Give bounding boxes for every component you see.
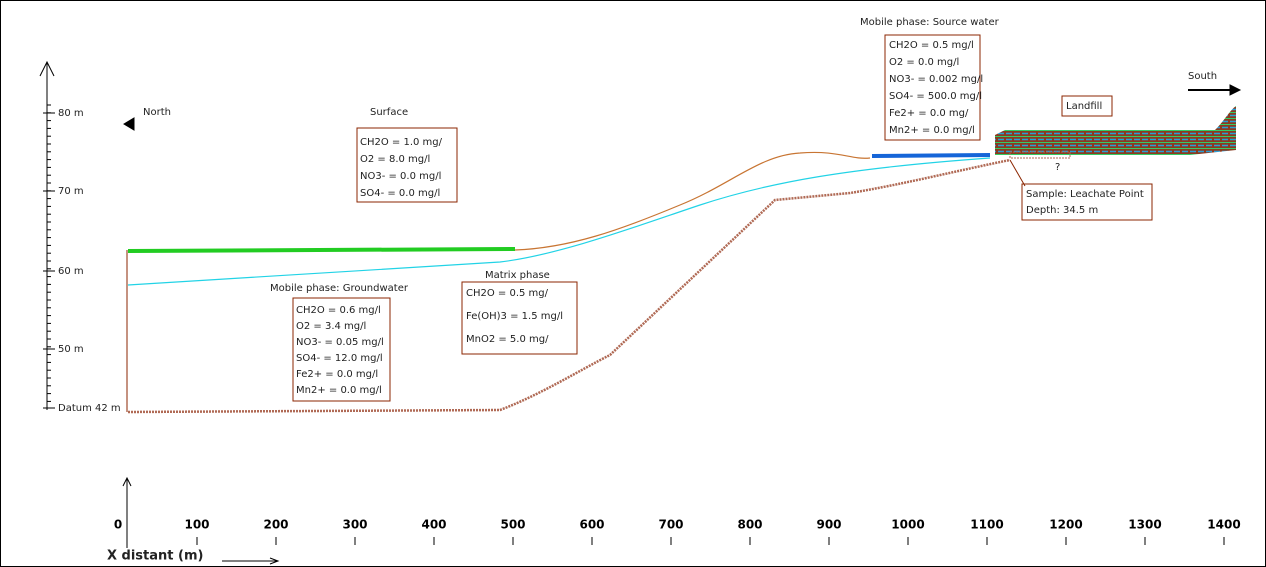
x-axis-arrows <box>123 85 1240 564</box>
water-table <box>128 158 990 285</box>
minor-ticks <box>47 105 51 401</box>
box-line: Fe2+ = 0.0 mg/l <box>296 369 378 380</box>
x-tick-label: 300 <box>342 518 367 532</box>
landfill-body <box>995 106 1236 155</box>
question-mark: ? <box>1055 162 1060 173</box>
diagram: North South Landfill ? X distant (m) 80 … <box>0 0 1266 567</box>
x-tick-label: 0 <box>114 518 122 532</box>
landfill-label: Landfill <box>1066 101 1102 112</box>
box-line: NO3- = 0.0 mg/l <box>360 171 441 182</box>
vertical-axis <box>40 62 54 410</box>
x-tick-label: 600 <box>579 518 604 532</box>
x-tick-label: 900 <box>816 518 841 532</box>
box-line: NO3- = 0.002 mg/l <box>889 74 983 85</box>
vertical-axis-label: 60 m <box>58 266 84 277</box>
bedrock <box>128 160 1010 412</box>
box-title: Mobile phase: Groundwater <box>270 283 409 294</box>
box-line: O2 = 3.4 mg/l <box>296 321 366 332</box>
x-tick-label: 700 <box>658 518 683 532</box>
box-line: O2 = 0.0 mg/l <box>889 57 959 68</box>
box-line: SO4- = 0.0 mg/l <box>360 188 440 199</box>
x-tick-label: 1200 <box>1049 518 1082 532</box>
x-tick-label: 1400 <box>1207 518 1240 532</box>
ground-surface <box>515 152 870 250</box>
south-label: South <box>1188 71 1217 82</box>
box-line: NO3- = 0.05 mg/l <box>296 337 384 348</box>
sample-pointer <box>1010 160 1025 186</box>
vertical-axis-label: 50 m <box>58 344 84 355</box>
vertical-axis-label: 70 m <box>58 186 84 197</box>
x-tick-label: 200 <box>263 518 288 532</box>
box-title: Surface <box>370 107 408 118</box>
box-title: Mobile phase: Source water <box>860 17 1000 28</box>
x-tick-label: 1000 <box>891 518 924 532</box>
x-tick-label: 1100 <box>970 518 1003 532</box>
x-tick-label: 400 <box>421 518 446 532</box>
x-tick-label: 500 <box>500 518 525 532</box>
box-line: Depth: 34.5 m <box>1026 205 1098 216</box>
box-line: MnO2 = 5.0 mg/ <box>466 334 549 345</box>
source-water <box>872 155 990 156</box>
frame <box>1 1 1266 567</box>
vertical-axis-label: Datum 42 m <box>58 403 121 414</box>
box-line: SO4- = 12.0 mg/l <box>296 353 383 364</box>
vertical-axis-label: 80 m <box>58 108 84 119</box>
x-tick-label: 1300 <box>1128 518 1161 532</box>
box-line: O2 = 8.0 mg/l <box>360 154 430 165</box>
box-line: SO4- = 500.0 mg/l <box>889 91 982 102</box>
box-line: CH2O = 1.0 mg/ <box>360 137 443 148</box>
x-axis-title: X distant (m) <box>107 549 203 564</box>
surface-vegetation <box>128 249 515 251</box>
x-tick-label: 100 <box>184 518 209 532</box>
x-tick-label: 800 <box>737 518 762 532</box>
box-line: Mn2+ = 0.0 mg/l <box>296 385 382 396</box>
box-line: Sample: Leachate Point <box>1026 189 1144 200</box>
box-line: Fe(OH)3 = 1.5 mg/l <box>466 311 563 322</box>
north-label: North <box>143 107 171 118</box>
box-title: Matrix phase <box>485 270 550 281</box>
box-line: CH2O = 0.6 mg/l <box>296 305 381 316</box>
box-line: CH2O = 0.5 mg/ <box>466 288 549 299</box>
box-line: Fe2+ = 0.0 mg/ <box>889 108 969 119</box>
box-line: Mn2+ = 0.0 mg/l <box>889 125 975 136</box>
box-line: CH2O = 0.5 mg/l <box>889 40 974 51</box>
